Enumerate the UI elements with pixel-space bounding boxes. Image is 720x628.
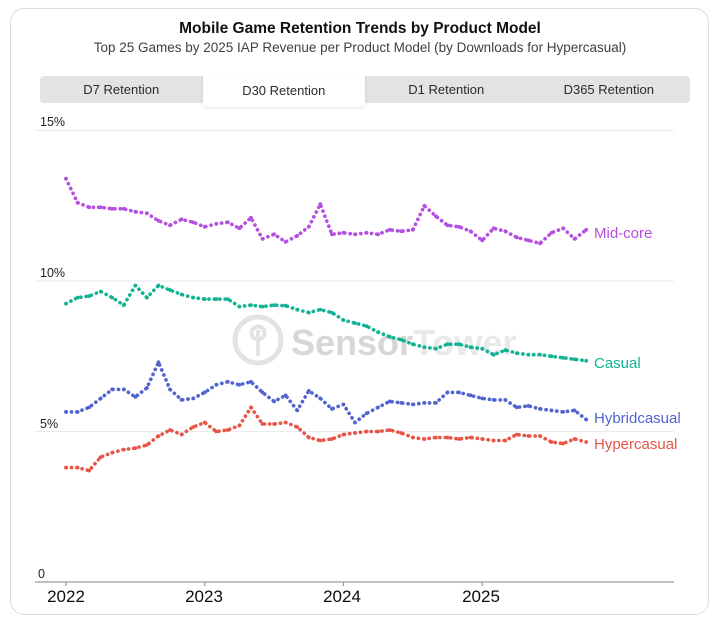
tab-d30-retention[interactable]: D30 Retention [202,74,365,107]
chart-subtitle: Top 25 Games by 2025 IAP Revenue per Pro… [93,40,627,55]
series-label-casual: Casual [594,355,641,372]
chart-title: Mobile Game Retention Trends by Product … [179,20,541,37]
series-label-hybridcasual: Hybridcasual [594,410,681,427]
series-label-mid-core: Mid-core [594,225,653,242]
x-tick-2022: 2022 [47,587,85,606]
watermark-text-sensor: Sensor [291,322,414,363]
x-tick-2025: 2025 [462,587,500,606]
tab-d7-retention[interactable]: D7 Retention [83,82,160,97]
watermark-text-tower: Tower [413,322,517,363]
y-tick-10: 10% [40,266,66,280]
series-label-hypercasual: Hypercasual [594,436,678,453]
y-tick-15: 15% [40,115,66,129]
y-tick-0: 0 [38,567,45,581]
chart-card [10,8,709,615]
y-tick-5: 5% [40,417,59,431]
x-tick-2023: 2023 [185,587,223,606]
sensortower-watermark: SensorTower [291,322,516,364]
retention-tab-bar: D7 Retention D30 Retention D1 Retention … [40,74,690,107]
tab-d1-retention[interactable]: D1 Retention [408,82,485,97]
x-tick-2024: 2024 [323,587,361,606]
tab-d365-retention[interactable]: D365 Retention [563,82,654,97]
